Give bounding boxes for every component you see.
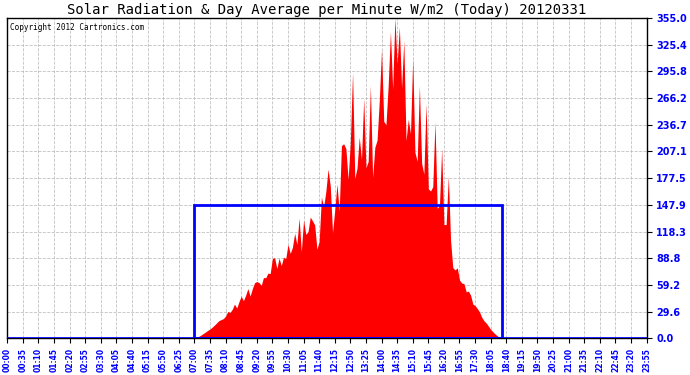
Bar (195, 205, 502, 338)
Title: Solar Radiation & Day Average per Minute W/m2 (Today) 20120331: Solar Radiation & Day Average per Minute… (68, 3, 586, 17)
Text: Copyright 2012 Cartronics.com: Copyright 2012 Cartronics.com (10, 23, 145, 32)
